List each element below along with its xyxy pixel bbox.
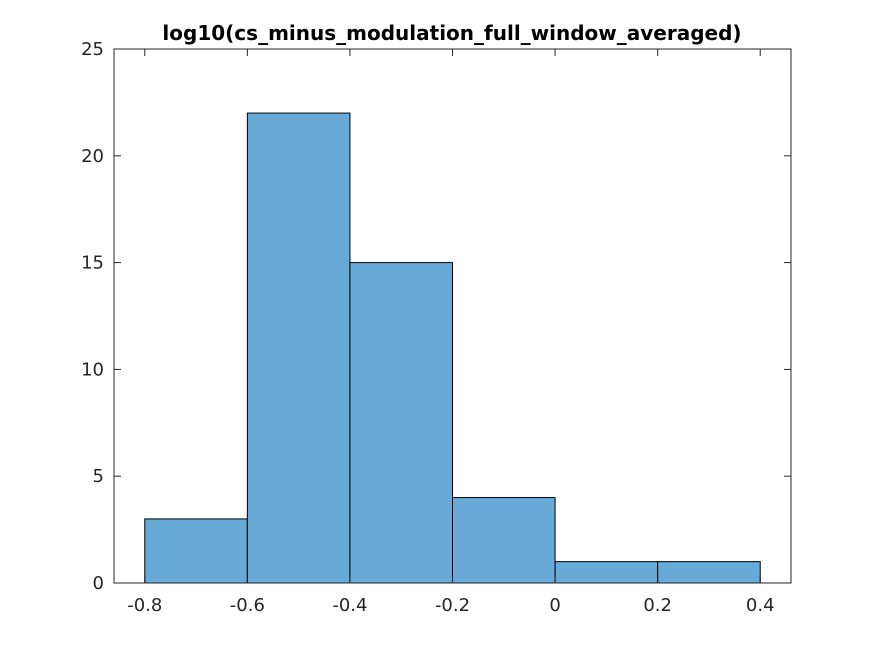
histogram-bar-1 bbox=[246, 112, 351, 584]
histogram-bar-5 bbox=[657, 561, 761, 584]
histogram-bar-4 bbox=[554, 561, 659, 584]
bars-layer bbox=[144, 112, 761, 584]
histogram-bar-3 bbox=[452, 497, 556, 584]
y-tick-label-0: 0 bbox=[93, 573, 104, 594]
y-tick-label-3: 15 bbox=[81, 253, 104, 274]
histogram-bar-0 bbox=[144, 518, 248, 584]
y-tick-label-2: 10 bbox=[81, 359, 104, 380]
x-tick-label-0: -0.8 bbox=[127, 595, 162, 616]
histogram-bar-2 bbox=[349, 262, 454, 584]
x-tick-label-4: 0 bbox=[549, 595, 560, 616]
y-tick-label-1: 5 bbox=[93, 466, 104, 487]
x-tick-labels: -0.8 -0.6 -0.4 -0.2 0 0.2 0.4 bbox=[127, 595, 774, 616]
x-tick-label-6: 0.4 bbox=[746, 595, 775, 616]
chart-title: log10(cs_minus_modulation_full_window_av… bbox=[162, 21, 741, 45]
x-tick-label-5: 0.2 bbox=[643, 595, 672, 616]
y-tick-label-5: 25 bbox=[81, 39, 104, 60]
y-tick-label-4: 20 bbox=[81, 146, 104, 167]
x-tick-label-2: -0.4 bbox=[332, 595, 367, 616]
x-tick-label-3: -0.2 bbox=[435, 595, 470, 616]
y-tick-labels: 0 5 10 15 20 25 bbox=[81, 39, 104, 594]
ticks-layer bbox=[114, 48, 791, 584]
x-tick-label-1: -0.6 bbox=[230, 595, 265, 616]
